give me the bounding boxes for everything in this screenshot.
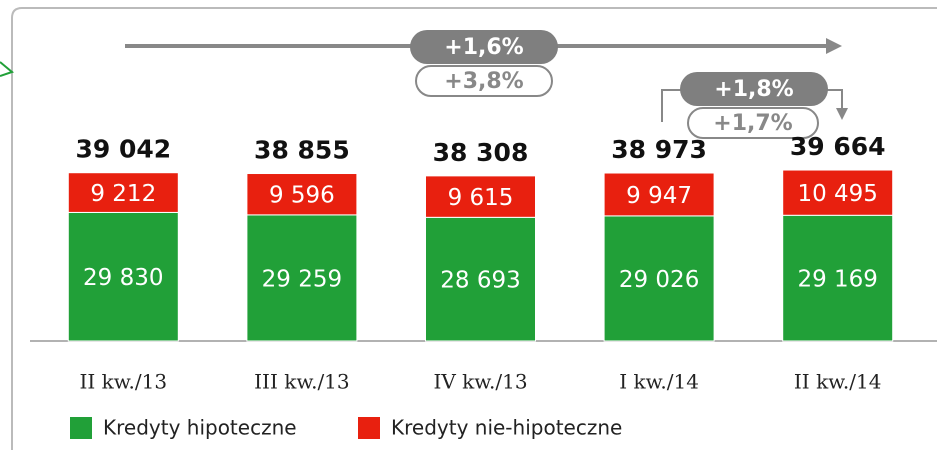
bar-segment — [782, 169, 894, 216]
value-label: 29 259 — [262, 266, 342, 292]
x-tick-label: IV kw./13 — [433, 370, 527, 394]
frame — [11, 7, 937, 450]
x-tick-label: I kw./14 — [619, 370, 699, 394]
legend-swatch — [70, 417, 92, 439]
arrowhead — [826, 38, 842, 54]
total-label: 39 664 — [790, 132, 886, 161]
pill — [687, 107, 819, 139]
annotation: +3,8% — [444, 69, 523, 94]
value-label: 9 615 — [448, 185, 514, 211]
pill — [410, 30, 558, 64]
value-label: 29 169 — [797, 267, 877, 293]
annotation: +1,8% — [714, 77, 793, 102]
x-tick-label: II kw./14 — [794, 370, 882, 394]
bar-segment — [67, 172, 179, 213]
pill — [680, 72, 828, 106]
x-tick-label: II kw./13 — [80, 370, 168, 394]
annotation: +1,7% — [713, 111, 792, 136]
pill — [415, 65, 553, 97]
value-label: 29 026 — [619, 267, 699, 293]
legend-label: Kredyty nie-hipoteczne — [391, 416, 622, 440]
total-label: 38 308 — [433, 138, 529, 167]
bar-segment — [246, 214, 358, 342]
total-label: 38 855 — [254, 136, 350, 165]
annotation: +1,6% — [444, 35, 523, 60]
total-label: 38 973 — [611, 135, 707, 164]
bar-segment — [425, 216, 536, 342]
value-label: 29 830 — [83, 265, 163, 291]
total-label: 39 042 — [75, 135, 171, 164]
bar-segment — [67, 211, 179, 342]
bar-segment — [425, 175, 536, 218]
value-label: 9 212 — [90, 181, 156, 207]
arrowhead — [836, 108, 848, 120]
legend-swatch — [358, 417, 380, 439]
value-label: 10 495 — [797, 181, 877, 207]
bar-segment — [603, 215, 715, 342]
decor-arrow — [0, 61, 15, 77]
x-tick-label: III kw./13 — [254, 370, 349, 394]
bar-segment — [782, 214, 894, 342]
value-label: 9 947 — [626, 183, 692, 209]
legend-label: Kredyty hipoteczne — [103, 416, 297, 440]
bar-segment — [246, 173, 358, 216]
value-label: 9 596 — [269, 183, 335, 209]
value-label: 28 693 — [440, 268, 520, 294]
bar-segment — [603, 172, 715, 217]
